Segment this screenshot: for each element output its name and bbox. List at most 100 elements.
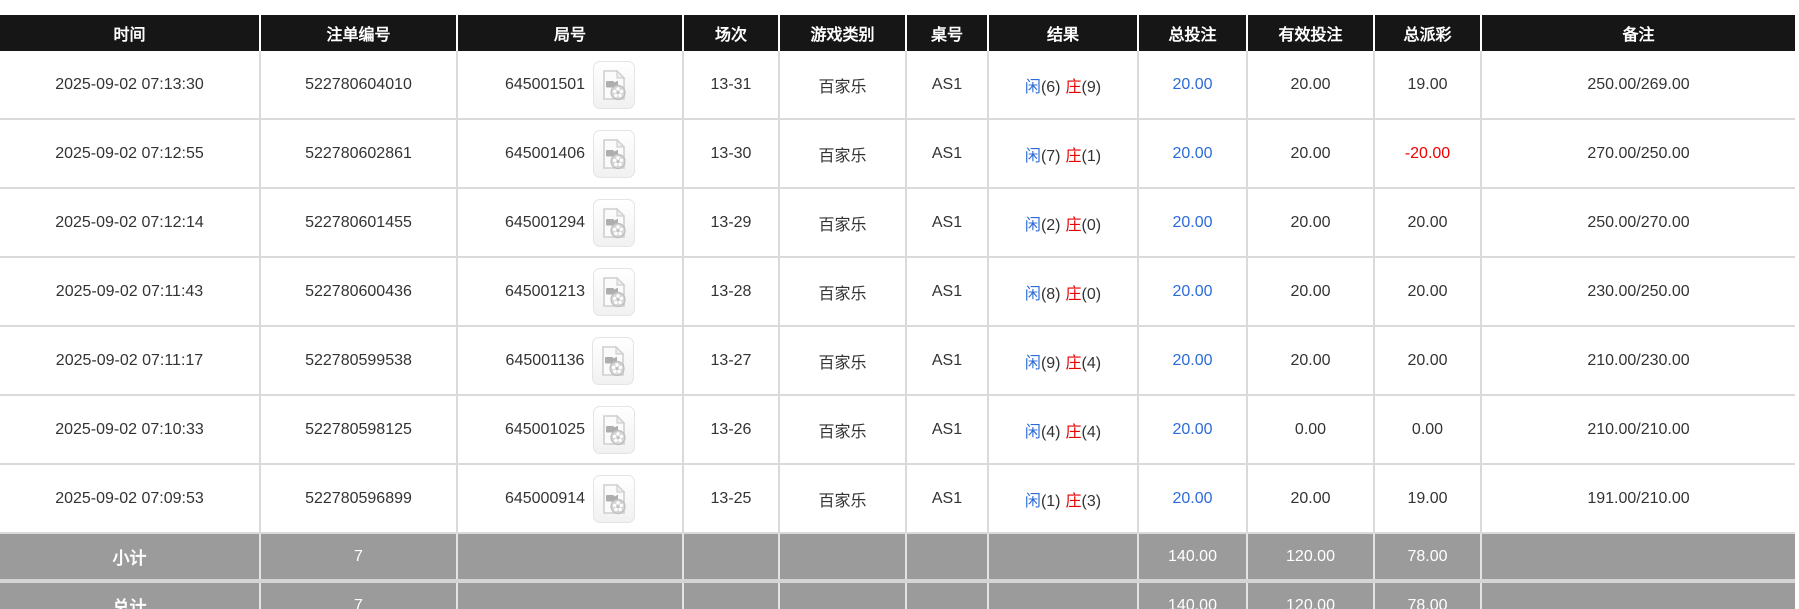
cell-bet-id: 522780601455 xyxy=(260,188,458,258)
cell-game-type: 百家乐 xyxy=(779,326,907,396)
video-replay-button[interactable] xyxy=(593,267,636,316)
video-replay-button[interactable] xyxy=(593,405,636,454)
cell-table-no: AS1 xyxy=(906,188,989,258)
subtotal-total-payout: 78.00 xyxy=(1374,533,1482,583)
grand-total-count: 7 xyxy=(260,581,458,609)
cell-session: 13-29 xyxy=(683,188,780,258)
grand-total-total-bet: 140.00 xyxy=(1138,581,1248,609)
cell-valid-bet: 20.00 xyxy=(1247,188,1375,258)
table-header: 时间 注单编号 局号 场次 游戏类别 桌号 结果 总投注 有效投注 总派彩 备注 xyxy=(0,15,1795,51)
player-score: (6) xyxy=(1040,78,1061,96)
cell-total-payout: 20.00 xyxy=(1374,188,1482,258)
video-replay-button[interactable] xyxy=(592,336,635,385)
cell-session: 13-30 xyxy=(683,119,780,189)
cell-remark: 191.00/210.00 xyxy=(1481,464,1795,534)
grand-total-empty-cell xyxy=(457,581,684,609)
table-body: 2025-09-02 07:13:30 522780604010 6450015… xyxy=(0,51,1795,534)
cell-session: 13-26 xyxy=(683,395,780,465)
table-row: 2025-09-02 07:12:55 522780602861 6450014… xyxy=(0,119,1795,189)
cell-table-no: AS1 xyxy=(906,326,989,396)
cell-table-no: AS1 xyxy=(906,464,989,534)
cell-total-payout: -20.00 xyxy=(1374,119,1482,189)
cell-result: 闲(7) 庄(1) xyxy=(988,119,1139,189)
player-score: (9) xyxy=(1040,354,1061,372)
cell-total-bet: 20.00 xyxy=(1138,326,1248,396)
cell-remark: 210.00/210.00 xyxy=(1481,395,1795,465)
table-row: 2025-09-02 07:12:14 522780601455 6450012… xyxy=(0,188,1795,258)
col-header-table-no: 桌号 xyxy=(906,15,989,51)
cell-round-no: 645001213 xyxy=(457,257,684,327)
cell-time: 2025-09-02 07:11:17 xyxy=(0,326,261,396)
banker-label: 庄 xyxy=(1065,285,1082,303)
video-replay-button[interactable] xyxy=(593,60,636,109)
player-label: 闲 xyxy=(1024,492,1041,510)
cell-session: 13-25 xyxy=(683,464,780,534)
cell-game-type: 百家乐 xyxy=(779,257,907,327)
cell-bet-id: 522780604010 xyxy=(260,51,458,120)
video-file-icon xyxy=(603,483,626,514)
col-header-game-type: 游戏类别 xyxy=(779,15,907,51)
cell-total-bet: 20.00 xyxy=(1138,188,1248,258)
cell-result: 闲(1) 庄(3) xyxy=(988,464,1139,534)
cell-remark: 250.00/269.00 xyxy=(1481,51,1795,120)
cell-total-bet: 20.00 xyxy=(1138,464,1248,534)
video-replay-button[interactable] xyxy=(593,474,636,523)
table-row: 2025-09-02 07:09:53 522780596899 6450009… xyxy=(0,464,1795,534)
player-label: 闲 xyxy=(1024,216,1041,234)
col-header-time: 时间 xyxy=(0,15,261,51)
cell-total-payout: 20.00 xyxy=(1374,326,1482,396)
subtotal-empty-cell xyxy=(779,533,907,583)
col-header-remark: 备注 xyxy=(1481,15,1795,51)
grand-total-empty-cell xyxy=(906,581,989,609)
banker-label: 庄 xyxy=(1065,216,1082,234)
player-label: 闲 xyxy=(1024,285,1041,303)
cell-bet-id: 522780598125 xyxy=(260,395,458,465)
table-row: 2025-09-02 07:11:17 522780599538 6450011… xyxy=(0,326,1795,396)
round-number: 645001501 xyxy=(504,75,586,93)
cell-remark: 270.00/250.00 xyxy=(1481,119,1795,189)
round-number: 645000914 xyxy=(504,489,586,507)
cell-time: 2025-09-02 07:12:14 xyxy=(0,188,261,258)
subtotal-row: 小计 7 140.00 120.00 78.00 xyxy=(0,533,1795,583)
player-score: (1) xyxy=(1040,492,1061,510)
grand-total-empty-cell xyxy=(683,581,780,609)
table-row: 2025-09-02 07:13:30 522780604010 6450015… xyxy=(0,51,1795,120)
col-header-bet-id: 注单编号 xyxy=(260,15,458,51)
video-file-icon xyxy=(603,69,626,100)
cell-round-no: 645001136 xyxy=(457,326,684,396)
cell-game-type: 百家乐 xyxy=(779,395,907,465)
cell-round-no: 645001406 xyxy=(457,119,684,189)
subtotal-empty-cell xyxy=(457,533,684,583)
cell-game-type: 百家乐 xyxy=(779,119,907,189)
player-label: 闲 xyxy=(1024,354,1041,372)
banker-score: (1) xyxy=(1081,147,1102,165)
player-score: (2) xyxy=(1040,216,1061,234)
banker-score: (0) xyxy=(1081,285,1102,303)
cell-time: 2025-09-02 07:09:53 xyxy=(0,464,261,534)
player-label: 闲 xyxy=(1024,78,1041,96)
cell-round-no: 645001294 xyxy=(457,188,684,258)
cell-total-bet: 20.00 xyxy=(1138,51,1248,120)
video-replay-button[interactable] xyxy=(593,129,636,178)
banker-label: 庄 xyxy=(1065,423,1082,441)
video-file-icon xyxy=(602,345,626,376)
header-row: 时间 注单编号 局号 场次 游戏类别 桌号 结果 总投注 有效投注 总派彩 备注 xyxy=(0,15,1795,51)
grand-total-total-payout: 78.00 xyxy=(1374,581,1482,609)
cell-remark: 230.00/250.00 xyxy=(1481,257,1795,327)
cell-round-no: 645001025 xyxy=(457,395,684,465)
subtotal-count: 7 xyxy=(260,533,458,583)
cell-total-payout: 19.00 xyxy=(1374,51,1482,120)
col-header-session: 场次 xyxy=(683,15,780,51)
banker-label: 庄 xyxy=(1065,147,1082,165)
col-header-valid-bet: 有效投注 xyxy=(1247,15,1375,51)
banker-score: (4) xyxy=(1081,423,1102,441)
cell-bet-id: 522780602861 xyxy=(260,119,458,189)
cell-table-no: AS1 xyxy=(906,119,989,189)
subtotal-total-bet: 140.00 xyxy=(1138,533,1248,583)
round-number: 645001025 xyxy=(504,420,586,438)
table-row: 2025-09-02 07:10:33 522780598125 6450010… xyxy=(0,395,1795,465)
banker-score: (0) xyxy=(1081,216,1102,234)
banker-label: 庄 xyxy=(1065,78,1082,96)
video-replay-button[interactable] xyxy=(593,198,636,247)
subtotal-label: 小计 xyxy=(0,533,261,583)
